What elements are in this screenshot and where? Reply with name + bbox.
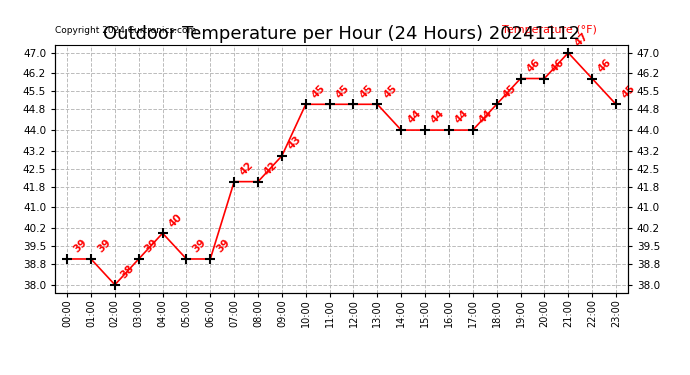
Text: 40: 40 (167, 211, 184, 229)
Text: 44: 44 (477, 108, 495, 126)
Text: 47: 47 (573, 31, 590, 49)
Text: 43: 43 (286, 134, 304, 152)
Text: 45: 45 (620, 83, 638, 100)
Text: 45: 45 (382, 83, 399, 100)
Text: 39: 39 (95, 238, 112, 255)
Text: 46: 46 (596, 57, 613, 74)
Text: 44: 44 (429, 108, 446, 126)
Text: 44: 44 (453, 108, 471, 126)
Text: 44: 44 (405, 108, 423, 126)
Text: 42: 42 (238, 160, 256, 177)
Text: 45: 45 (334, 83, 351, 100)
Text: 39: 39 (143, 238, 160, 255)
Text: 39: 39 (71, 238, 88, 255)
Text: Copyright 2024 Curtronics.com: Copyright 2024 Curtronics.com (55, 26, 197, 35)
Text: 46: 46 (524, 57, 542, 74)
Text: 45: 45 (501, 83, 518, 100)
Text: 38: 38 (119, 263, 137, 280)
Text: Temperature (°F): Temperature (°F) (502, 25, 597, 35)
Text: 39: 39 (215, 238, 232, 255)
Title: Outdoor Temperature per Hour (24 Hours) 20241112: Outdoor Temperature per Hour (24 Hours) … (103, 26, 580, 44)
Text: 42: 42 (262, 160, 279, 177)
Text: 45: 45 (310, 83, 327, 100)
Text: 39: 39 (190, 238, 208, 255)
Text: 45: 45 (357, 83, 375, 100)
Text: 46: 46 (549, 57, 566, 74)
